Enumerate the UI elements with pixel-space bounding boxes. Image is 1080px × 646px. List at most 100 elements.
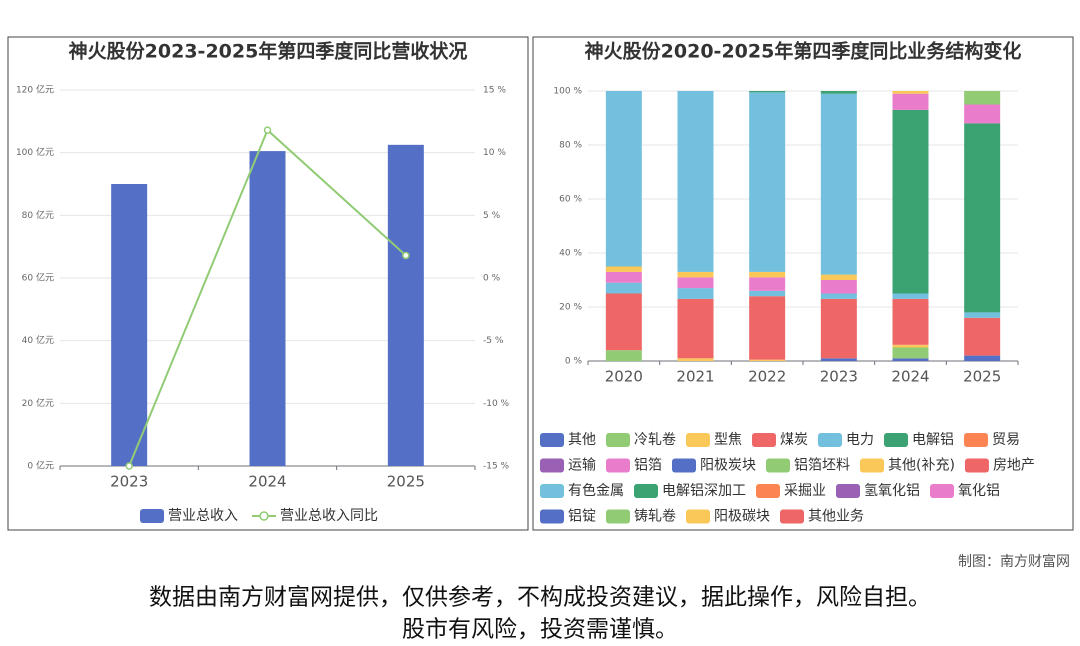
x-tick-label: 2025 (387, 473, 425, 491)
legend-label: 营业总收入同比 (280, 508, 378, 524)
bar-segment (964, 123, 1001, 313)
legend-swatch (540, 458, 564, 473)
bar-segment (677, 298, 714, 359)
bar-segment (605, 282, 642, 294)
y-tick-label: 20 % (559, 303, 582, 313)
y-tick-label: 0 % (565, 357, 583, 367)
point (125, 462, 133, 470)
bar (111, 184, 148, 466)
bar-segment (749, 271, 786, 278)
y-tick-label: 20 亿元 (22, 397, 54, 409)
chart-title: 神火股份2023-2025年第四季度同比营收状况 (69, 40, 468, 63)
legend-swatch (540, 484, 564, 498)
bar-segment (820, 274, 857, 280)
y-tick-label: 0 亿元 (27, 460, 54, 472)
x-tick-label: 2023 (110, 473, 148, 491)
y-tick-label: 60 % (559, 195, 582, 205)
x-tick-label: 2023 (820, 368, 858, 386)
bar-segment (749, 277, 786, 291)
bar-segment (892, 298, 929, 345)
bar-segment (820, 358, 857, 361)
legend-swatch (766, 458, 790, 473)
legend-swatch (930, 484, 954, 498)
x-tick-label: 2022 (748, 368, 786, 386)
legend-swatch (964, 433, 988, 447)
y-tick-label: 40 亿元 (22, 334, 54, 346)
legend-label: 电解铝 (912, 432, 954, 448)
bar-segment (964, 104, 1001, 124)
bar-segment (964, 355, 1001, 361)
legend-label: 氢氧化铝 (864, 483, 920, 499)
legend-label: 铝箔坯料 (794, 458, 850, 474)
y-tick-label: 60 亿元 (22, 272, 54, 284)
bar-segment (749, 359, 786, 361)
credit: 制图：南方财富网 (958, 553, 1070, 570)
legend-swatch (780, 509, 804, 524)
bar-segment (605, 271, 642, 283)
legend-swatch (606, 433, 630, 447)
bar-segment (749, 91, 786, 93)
bar-segment (820, 93, 857, 275)
legend-label: 电力 (846, 432, 874, 448)
y2-tick-label: -10 % (483, 399, 510, 409)
legend-label: 铝锭 (568, 509, 596, 525)
bar-segment (677, 277, 714, 289)
y2-tick-label: -5 % (483, 336, 504, 346)
y-tick-label: 120 亿元 (16, 84, 54, 96)
legend-swatch (756, 484, 780, 498)
point (263, 126, 272, 134)
legend-swatch (686, 433, 710, 447)
legend-swatch (672, 458, 696, 473)
legend-label: 铝箔 (634, 458, 662, 474)
bar-segment (892, 93, 929, 110)
disclaimer: 数据由南方财富网提供，仅供参考，不构成投资建议，据此操作，风险自担。 (149, 585, 931, 611)
legend-label: 其他 (568, 432, 596, 448)
bar-segment (892, 109, 929, 294)
point (402, 251, 410, 260)
x-tick-label: 2021 (676, 368, 714, 386)
bar-segment (749, 290, 786, 297)
y-tick-label: 40 % (559, 249, 582, 259)
y-tick-label: 100 亿元 (16, 146, 54, 158)
bar-segment (605, 293, 642, 351)
bar (249, 151, 286, 466)
legend-label: 铸轧卷 (634, 509, 676, 525)
legend-label: 电解铝深加工 (662, 483, 746, 499)
bar-segment (820, 91, 857, 94)
legend-swatch (964, 458, 989, 473)
bar-segment (964, 91, 1001, 105)
y2-tick-label: 5 % (483, 211, 501, 221)
legend-swatch (836, 484, 860, 498)
legend-swatch (606, 509, 630, 524)
legend-label: 煤炭 (780, 432, 808, 448)
legend-swatch (686, 509, 710, 524)
legend-swatch (860, 458, 884, 473)
legend-label: 型焦 (714, 432, 742, 448)
y2-tick-label: -15 % (483, 462, 510, 472)
bar (387, 144, 424, 467)
bar-segment (605, 91, 642, 267)
legend-label: 氧化铝 (958, 483, 1000, 499)
bar-segment (892, 91, 929, 94)
legend-swatch (884, 433, 908, 447)
bar-segment (605, 350, 642, 361)
legend-swatch (140, 509, 164, 523)
legend-label: 营业总收入 (168, 508, 238, 524)
bar-segment (677, 288, 714, 299)
legend-swatch (259, 511, 269, 521)
bar-segment (677, 358, 714, 361)
x-tick-label: 2024 (248, 473, 286, 491)
legend-label: 有色金属 (568, 482, 624, 499)
bar-segment (820, 280, 857, 294)
y2-tick-label: 15 % (483, 86, 506, 96)
bar-segment (820, 293, 857, 299)
legend-swatch (818, 433, 842, 447)
x-tick-label: 2025 (963, 368, 1001, 386)
bar-segment (749, 92, 786, 272)
legend-label: 贸易 (992, 432, 1020, 448)
y2-tick-label: 0 % (483, 274, 501, 284)
legend-label: 采掘业 (784, 483, 826, 499)
legend-label: 房地产 (993, 458, 1035, 474)
bar-segment (892, 347, 929, 359)
bar-segment (892, 358, 929, 361)
